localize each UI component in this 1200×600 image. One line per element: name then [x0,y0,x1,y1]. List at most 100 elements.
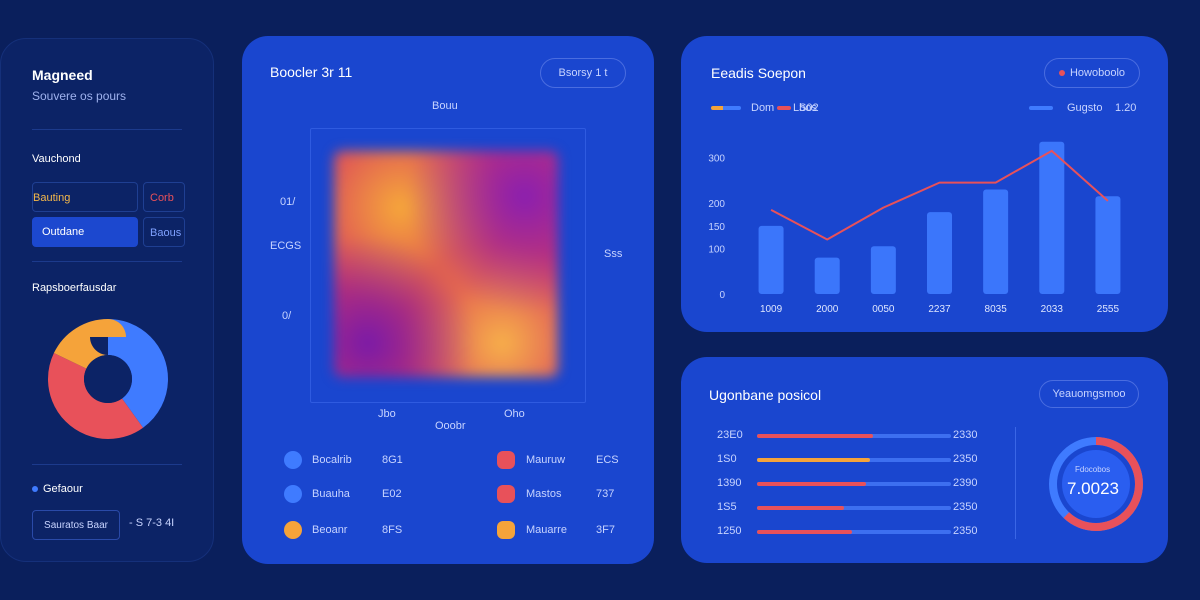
sidebar-panel: Magneed Souvere os pours Vauchond Bautin… [0,38,214,562]
row-value: 2390 [953,477,978,489]
y-tick-label: 0 [719,290,725,301]
legend-label: Mastos [526,488,562,500]
sidebar-subtitle: Souvere os pours [32,89,127,103]
x-tick-label: Jbo [378,408,396,420]
row-value: 2350 [953,501,978,513]
series-line[interactable] [770,149,1109,241]
legend-label: Mauarre [526,524,567,536]
combo-chart: 0 100 150 200 300 1009 2000 0050 2237 8035 2033 255… [708,141,1121,315]
legend-swatch [497,485,515,503]
y-tick-label: 100 [708,245,725,256]
gauge-chart [1049,437,1143,531]
footer-button[interactable]: Sauratos Baar [32,510,120,540]
legend-swatch [284,521,302,539]
y-tick-label: ECGS [270,240,302,252]
legend-label: Lbos [793,102,817,114]
legend-value: E02 [382,488,402,500]
row-label: 1S0 [717,453,737,465]
legend-label: Gugsto [1067,102,1103,114]
x-tick-label: 2237 [928,304,951,315]
divider [32,464,182,465]
heatmap-top-label: Bouu [432,100,458,112]
legend-label: Dom [751,102,775,114]
status-label: Gefaour [43,483,83,495]
bar[interactable] [983,189,1009,294]
x-tick-label: 2555 [1097,304,1120,315]
x-tick-label: 1009 [760,304,783,315]
bar[interactable] [1095,196,1121,294]
row-value: 2330 [953,429,978,441]
heatmap-frame [310,128,586,403]
progress-fill [757,482,866,486]
progress-track [757,530,951,534]
legend-value: ECS [596,454,619,466]
heatmap-x-title: Ooobr [435,420,466,432]
legend-value: 737 [596,488,615,500]
heatmap-title: Boocler 3r 11 [270,64,353,80]
sidebar-row-value: Baous [143,217,185,247]
progress-track [757,482,951,486]
legend-value: 8FS [382,524,403,536]
button-label: Howoboolo [1069,67,1126,79]
gauge-center [1062,450,1130,518]
bar[interactable] [870,246,896,294]
legend-label: Buauha [312,488,350,500]
status-dot [32,486,38,492]
line-chart-button[interactable]: Howoboolo [1044,58,1140,88]
row-label: 1S5 [717,501,737,513]
x-tick-label: 2000 [816,304,839,315]
sidebar-row-bauting[interactable]: Bauting [32,182,138,212]
progress-card: Ugonbane posicol Yeauomgsmoo 23E0 2330 1… [681,357,1168,563]
legend-label: 1.20 [1115,102,1137,114]
donut-hole [84,355,132,403]
line-chart-card: Eeadis Soepon Howoboolo Dom Lbos S02 Gug… [681,36,1168,332]
heatmap-card: Boocler 3r 11 Bsorsy 1 t Bouu 01/ ECGS 0… [242,36,654,564]
legend-label: S02 [799,102,819,114]
progress-fill [757,458,870,462]
heatmap-area[interactable] [334,151,558,377]
footer-value: - S 7-3 4I [129,517,175,529]
gauge-label: Fdocobos [1075,465,1111,474]
x-tick-label: Oho [504,408,525,420]
legend-swatch [497,521,515,539]
gauge-value: 7.0023 [1067,479,1119,498]
progress-title: Ugonbane posicol [709,387,822,403]
bar[interactable] [927,212,952,294]
y-tick-label: 01/ [280,196,296,208]
x-tick-label: 2033 [1041,304,1064,315]
heatmap-filter-button[interactable]: Bsorsy 1 t [540,58,626,88]
legend-line [711,106,741,110]
progress-button[interactable]: Yeauomgsmoo [1039,380,1139,408]
row-label: Bauting [33,192,71,204]
progress-track [757,458,951,462]
y-tick-label: 0/ [282,310,292,322]
divider [32,129,182,130]
row-value: Corb [150,192,174,204]
row-label: 23E0 [717,429,743,441]
bar[interactable] [758,225,784,294]
legend-swatch [284,485,302,503]
row-value: 2350 [953,453,978,465]
legend-label: Bocalrib [312,454,352,466]
legend-line [777,106,791,110]
divider [32,261,182,262]
progress-track [757,434,951,438]
legend-swatch [284,451,302,469]
row-label: 1390 [717,477,742,489]
legend-swatch [497,451,515,469]
donut-slice-orange[interactable] [48,319,168,439]
legend-value: 8G1 [382,454,403,466]
y-tick-label: 300 [708,154,725,165]
sidebar-row-value: Corb [143,182,185,212]
donut-slice-red[interactable] [48,319,168,439]
bar[interactable] [1039,141,1065,294]
x-tick-label: 0050 [872,304,895,315]
line-chart-title: Eeadis Soepon [711,65,806,81]
divider [1015,427,1016,539]
y-tick-label: 150 [708,222,725,233]
progress-fill [757,434,874,438]
bar[interactable] [814,257,840,294]
x-tick-label: 8035 [985,304,1008,315]
sidebar-section2-label: Rapsboerfausdar [32,282,117,294]
sidebar-row-outdane[interactable]: Outdane [32,217,138,247]
